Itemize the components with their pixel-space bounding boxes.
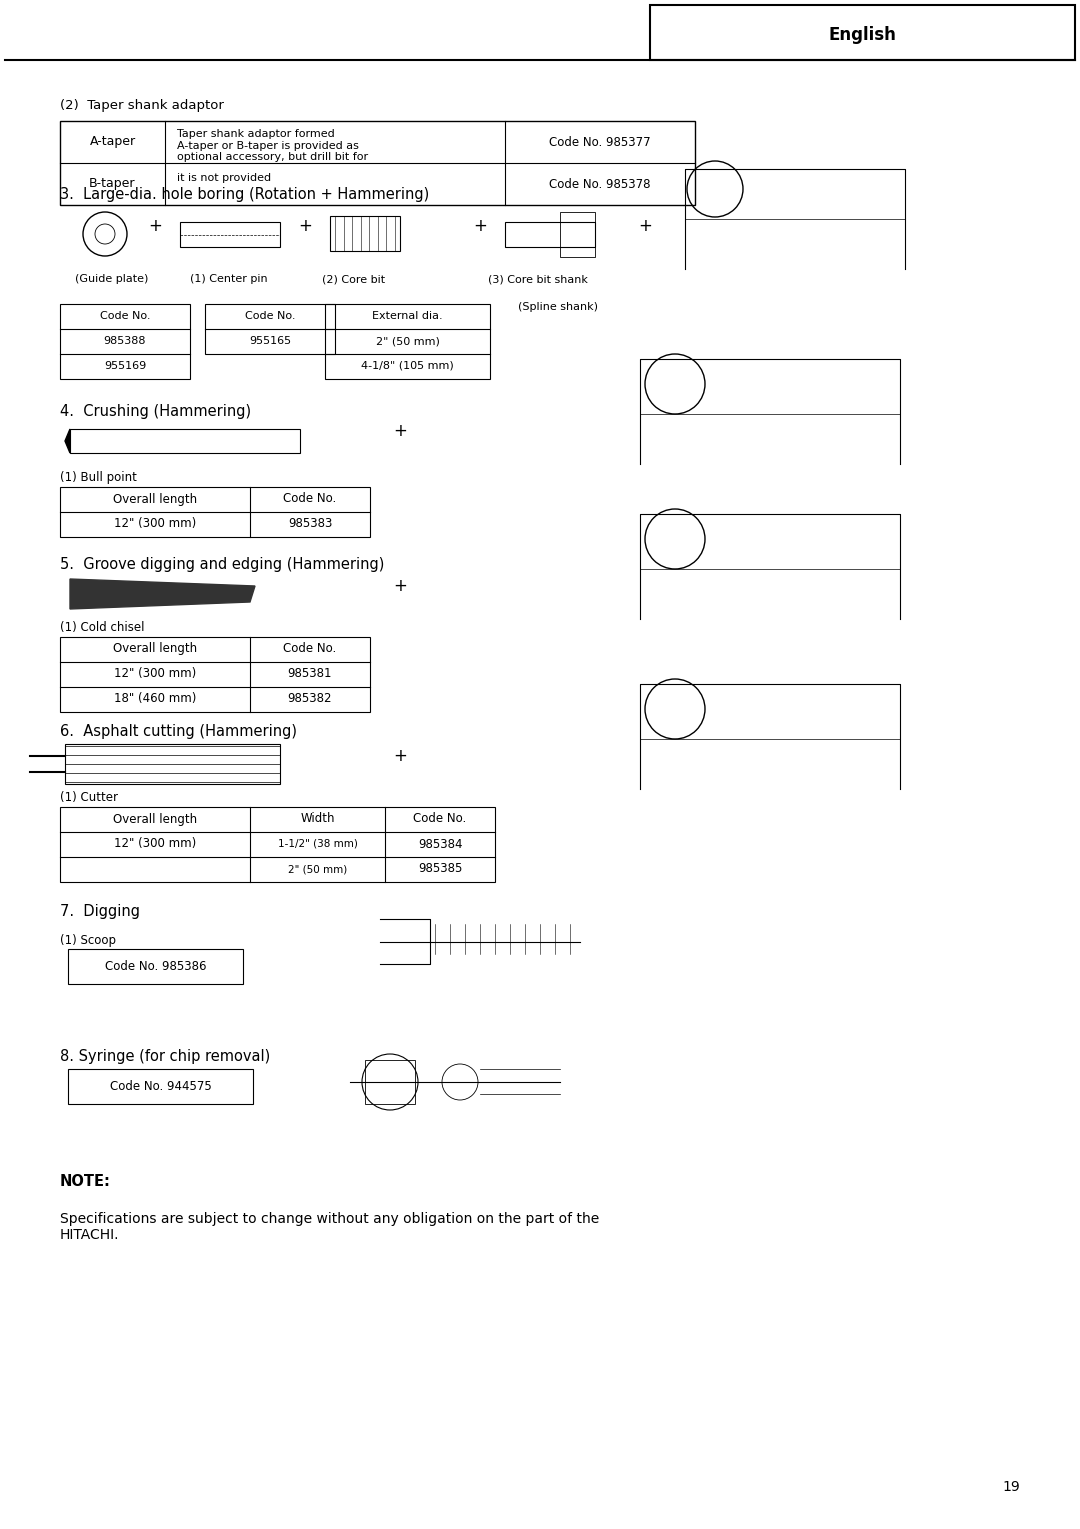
Text: External dia.: External dia.: [373, 310, 443, 321]
Bar: [60, 807, 495, 882]
Bar: [205, 304, 335, 355]
Text: Code No.: Code No.: [283, 492, 337, 506]
Text: 12" (300 mm): 12" (300 mm): [113, 838, 197, 850]
Text: it is not provided: it is not provided: [177, 173, 271, 183]
Text: 2" (50 mm): 2" (50 mm): [376, 336, 440, 346]
Text: Code No. 985378: Code No. 985378: [550, 177, 651, 191]
Text: A-taper: A-taper: [90, 136, 136, 148]
Text: 2" (50 mm): 2" (50 mm): [288, 864, 347, 875]
Text: +: +: [393, 422, 407, 440]
Bar: [60, 638, 370, 713]
Bar: [60, 121, 696, 205]
Text: (Spline shank): (Spline shank): [518, 303, 598, 312]
Text: NOTE:: NOTE:: [60, 1174, 111, 1190]
Polygon shape: [70, 579, 255, 609]
Text: 6.  Asphalt cutting (Hammering): 6. Asphalt cutting (Hammering): [60, 725, 297, 739]
Text: 12" (300 mm): 12" (300 mm): [113, 668, 197, 680]
Bar: [70, 430, 300, 453]
Text: 985381: 985381: [287, 668, 333, 680]
Text: Overall length: Overall length: [113, 492, 197, 506]
Text: Overall length: Overall length: [113, 812, 197, 826]
Polygon shape: [65, 430, 70, 453]
Text: (1) Scoop: (1) Scoop: [60, 934, 116, 946]
Text: Width: Width: [300, 812, 335, 826]
Text: Code No.: Code No.: [414, 812, 467, 826]
Text: B-taper: B-taper: [90, 177, 136, 191]
Bar: [180, 222, 280, 248]
Text: 4-1/8" (105 mm): 4-1/8" (105 mm): [361, 361, 454, 372]
Text: 12" (300 mm): 12" (300 mm): [113, 517, 197, 531]
Text: 18" (460 mm): 18" (460 mm): [113, 693, 197, 705]
Text: (3) Core bit shank: (3) Core bit shank: [488, 274, 588, 284]
Text: 4.  Crushing (Hammering): 4. Crushing (Hammering): [60, 404, 252, 419]
Bar: [60, 488, 370, 537]
Bar: [68, 1069, 253, 1104]
Text: +: +: [298, 217, 312, 235]
Text: 955169: 955169: [104, 361, 146, 372]
Bar: [325, 304, 490, 379]
Text: +: +: [638, 217, 652, 235]
Text: +: +: [393, 576, 407, 595]
Text: 985382: 985382: [287, 693, 333, 705]
Text: 985384: 985384: [418, 838, 462, 850]
Text: 7.  Digging: 7. Digging: [60, 904, 140, 919]
Bar: [330, 216, 400, 251]
Text: English: English: [828, 26, 896, 43]
Text: (Guide plate): (Guide plate): [75, 274, 148, 284]
Text: 1-1/2" (38 mm): 1-1/2" (38 mm): [278, 839, 357, 849]
Text: Code No.: Code No.: [245, 310, 295, 321]
Bar: [650, 5, 1075, 60]
Text: (1) Cold chisel: (1) Cold chisel: [60, 621, 145, 635]
Bar: [365, 1060, 415, 1104]
Text: 955165: 955165: [248, 336, 292, 346]
Text: 985383: 985383: [287, 517, 333, 531]
Text: Code No. 985386: Code No. 985386: [105, 960, 206, 972]
Text: Code No.: Code No.: [99, 310, 150, 321]
Text: Taper shank adaptor formed
A-taper or B-taper is provided as
optional accessory,: Taper shank adaptor formed A-taper or B-…: [177, 128, 368, 162]
Bar: [68, 950, 243, 985]
Text: Specifications are subject to change without any obligation on the part of the
H: Specifications are subject to change wit…: [60, 1212, 599, 1242]
Text: (2)  Taper shank adaptor: (2) Taper shank adaptor: [60, 99, 224, 112]
Text: Overall length: Overall length: [113, 642, 197, 656]
Bar: [561, 213, 595, 257]
Text: +: +: [148, 217, 162, 235]
Text: Code No. 944575: Code No. 944575: [110, 1079, 212, 1093]
Text: (1) Cutter: (1) Cutter: [60, 790, 118, 804]
Bar: [60, 304, 190, 379]
Text: (2) Core bit: (2) Core bit: [322, 274, 386, 284]
Text: +: +: [393, 748, 407, 764]
Text: +: +: [473, 217, 487, 235]
Text: 3.  Large-dia. hole boring (Rotation + Hammering): 3. Large-dia. hole boring (Rotation + Ha…: [60, 187, 429, 202]
Text: Code No.: Code No.: [283, 642, 337, 656]
Text: Code No. 985377: Code No. 985377: [550, 136, 651, 148]
Text: 985388: 985388: [104, 336, 146, 346]
Text: 19: 19: [1002, 1480, 1020, 1494]
Text: 5.  Groove digging and edging (Hammering): 5. Groove digging and edging (Hammering): [60, 557, 384, 572]
Text: 8. Syringe (for chip removal): 8. Syringe (for chip removal): [60, 1049, 270, 1064]
Text: (1) Center pin: (1) Center pin: [190, 274, 268, 284]
Text: (1) Bull point: (1) Bull point: [60, 471, 137, 485]
Bar: [505, 222, 595, 248]
Bar: [65, 745, 280, 784]
Text: 985385: 985385: [418, 862, 462, 876]
